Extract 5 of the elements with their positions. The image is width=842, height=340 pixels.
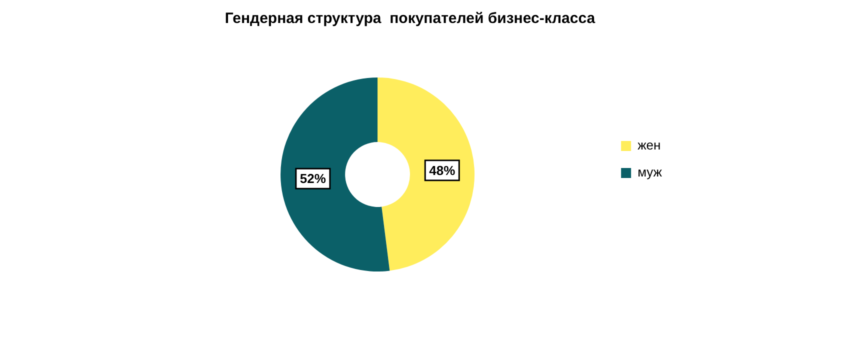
data-label: 52%	[300, 171, 326, 186]
legend-label: муж	[638, 164, 662, 180]
legend-label: жен	[638, 138, 661, 153]
data-label: 48%	[429, 163, 456, 178]
chart-title: Гендерная структура покупателей бизнес-класса	[224, 10, 596, 28]
